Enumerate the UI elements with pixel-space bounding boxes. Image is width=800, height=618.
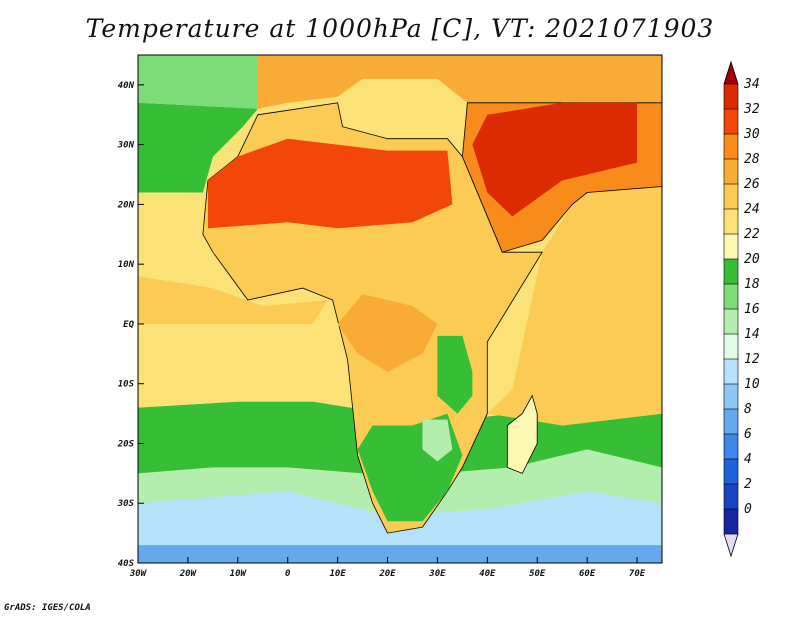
colorbar-label: 34 <box>743 77 760 92</box>
region-southern-africa-cool <box>422 419 453 462</box>
colorbar-label: 26 <box>744 177 760 192</box>
x-tick-label: 10E <box>329 569 346 579</box>
colorbar-label: 8 <box>744 402 752 417</box>
colorbar-swatch <box>723 308 739 335</box>
y-tick-label: 20S <box>117 439 135 449</box>
x-tick-label: 40E <box>479 569 496 579</box>
colorbar-swatch <box>723 183 739 210</box>
colorbar-swatch <box>723 83 739 110</box>
colorbar-swatch <box>723 158 739 185</box>
colorbar-label: 28 <box>744 152 760 167</box>
region-atlantic-warm-south <box>138 323 338 408</box>
x-tick-label: 10W <box>230 569 248 579</box>
colorbar-swatch <box>723 208 739 235</box>
region-madagascar <box>506 394 538 474</box>
x-tick-label: 60E <box>579 569 596 579</box>
x-tick-label: 50E <box>529 569 546 579</box>
colorbar-swatch <box>723 108 739 135</box>
region-arabia-hot <box>472 102 637 217</box>
x-tick-label: 0 <box>285 569 291 579</box>
colorbar-label: 14 <box>744 327 760 342</box>
y-tick-label: 20N <box>117 200 135 210</box>
colorbar-swatch <box>723 333 739 360</box>
colorbar-label: 18 <box>744 277 760 292</box>
colorbar-label: 0 <box>744 502 752 517</box>
y-tick-label: 10S <box>118 380 135 390</box>
colorbar-label: 32 <box>743 102 760 117</box>
region-indian-ocean <box>487 186 662 426</box>
temperature-fields <box>138 55 662 563</box>
region-congo-warm <box>337 294 438 372</box>
y-tick-label: EQ <box>123 320 134 330</box>
colorbar-swatch <box>723 408 739 435</box>
x-tick-label: 20W <box>179 569 198 579</box>
region-sahara-hot <box>207 138 453 229</box>
y-tick-label: 10N <box>118 260 135 270</box>
x-tick-label: 20E <box>378 569 396 579</box>
colorbar-swatch <box>723 458 739 485</box>
region-atlantic-north-green <box>138 102 258 193</box>
colorbar-label: 30 <box>743 127 760 142</box>
colorbar-swatch <box>723 233 739 260</box>
colorbar-swatch <box>723 133 739 160</box>
x-tick-label: 30W <box>129 569 148 579</box>
y-tick-label: 40S <box>118 559 135 569</box>
colorbar-label: 10 <box>744 377 760 392</box>
colorbar-label: 22 <box>744 227 760 242</box>
colorbar-swatch <box>723 508 739 535</box>
colorbar-label: 20 <box>744 252 760 267</box>
grads-credit: GrADS: IGES/COLA <box>4 603 91 613</box>
colorbar-top-arrow <box>723 60 739 85</box>
x-tick-label: 70E <box>629 569 646 579</box>
colorbar-swatch <box>723 483 739 510</box>
colorbar-swatch <box>723 383 739 410</box>
axis-ticks: 30W 20W 10W 0 10E 20E 30E 40E 50E 60E 70E 40N 30N 20N… <box>117 81 646 579</box>
colorbar-label: 6 <box>744 427 752 442</box>
colorbar-label: 12 <box>744 352 760 367</box>
region-sahel <box>212 240 478 283</box>
y-tick-label: 30N <box>117 141 135 151</box>
y-tick-label: 30S <box>117 499 135 509</box>
colorbar-label: 4 <box>744 452 752 467</box>
colorbar-label: 24 <box>744 202 760 217</box>
colorbar-swatch <box>723 358 739 385</box>
region-east-africa-green <box>437 335 473 414</box>
x-tick-label: 30E <box>428 569 446 579</box>
colorbar-label: 2 <box>744 477 752 492</box>
colorbar-swatch <box>723 433 739 460</box>
y-tick-label: 40N <box>118 81 135 91</box>
region-atlantic-far-north <box>138 55 258 109</box>
colorbar-swatch <box>723 258 739 285</box>
colorbar-label: 16 <box>744 302 760 317</box>
map-title: Temperature at 1000hPa [C], VT: 20210719… <box>85 14 715 43</box>
region-europe <box>257 55 662 109</box>
colorbar-swatch <box>723 283 739 310</box>
colorbar-bottom-arrow <box>723 533 739 558</box>
map-frame <box>137 54 663 564</box>
region-atlantic-equatorial <box>138 276 328 324</box>
